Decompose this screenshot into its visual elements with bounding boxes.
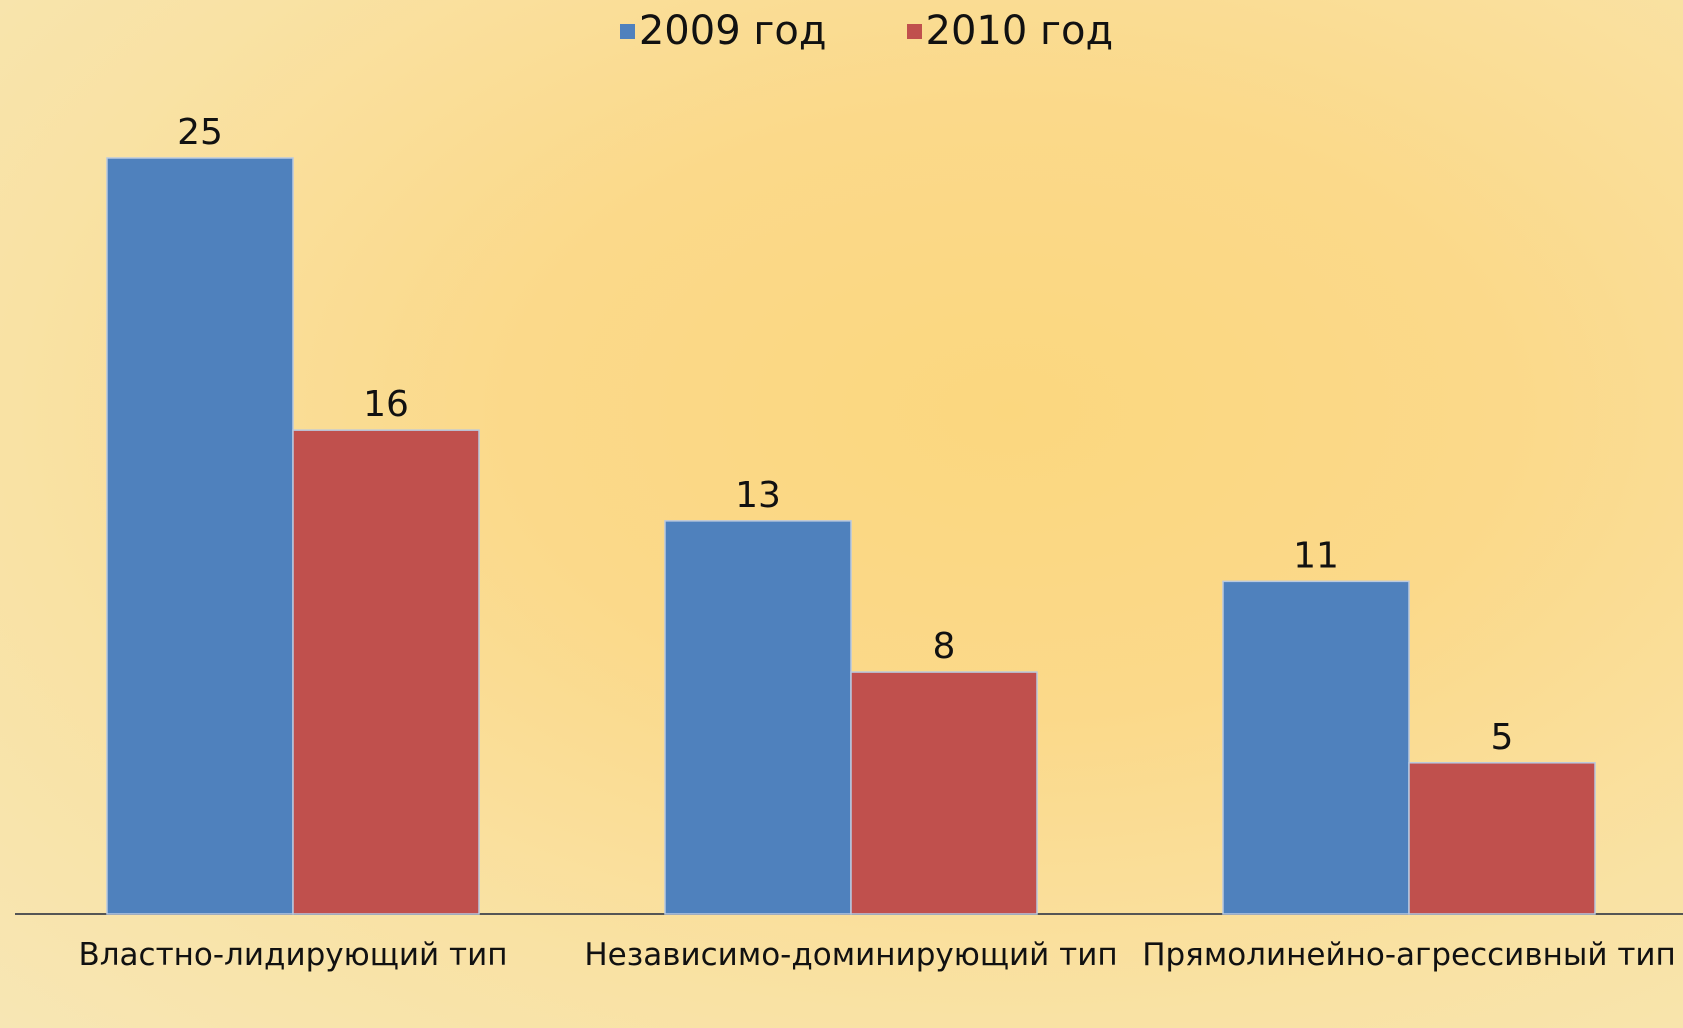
legend-key (619, 23, 635, 39)
bar (850, 671, 1038, 915)
bar (1408, 762, 1596, 915)
legend-item: 2009 год (619, 8, 827, 54)
data-label: 25 (177, 112, 223, 153)
bar (106, 157, 294, 915)
legend: 2009 год 2010 год (0, 8, 1683, 54)
legend-key (906, 23, 922, 39)
bar (1222, 580, 1410, 915)
x-tick-label: Независимо-доминирующий тип (584, 937, 1118, 973)
data-label: 5 (1491, 717, 1514, 758)
legend-label: 2010 год (925, 8, 1114, 54)
legend-label: 2009 год (638, 8, 827, 54)
data-label: 8 (933, 626, 956, 667)
x-tick-label: Властно-лидирующий тип (78, 937, 508, 973)
data-label: 13 (735, 475, 781, 516)
bar (292, 429, 480, 915)
legend-item: 2010 год (906, 8, 1114, 54)
bar (664, 520, 852, 915)
x-tick-label: Прямолинейно-агрессивный тип (1142, 937, 1676, 973)
data-label: 11 (1293, 535, 1339, 576)
data-label: 16 (363, 384, 409, 425)
